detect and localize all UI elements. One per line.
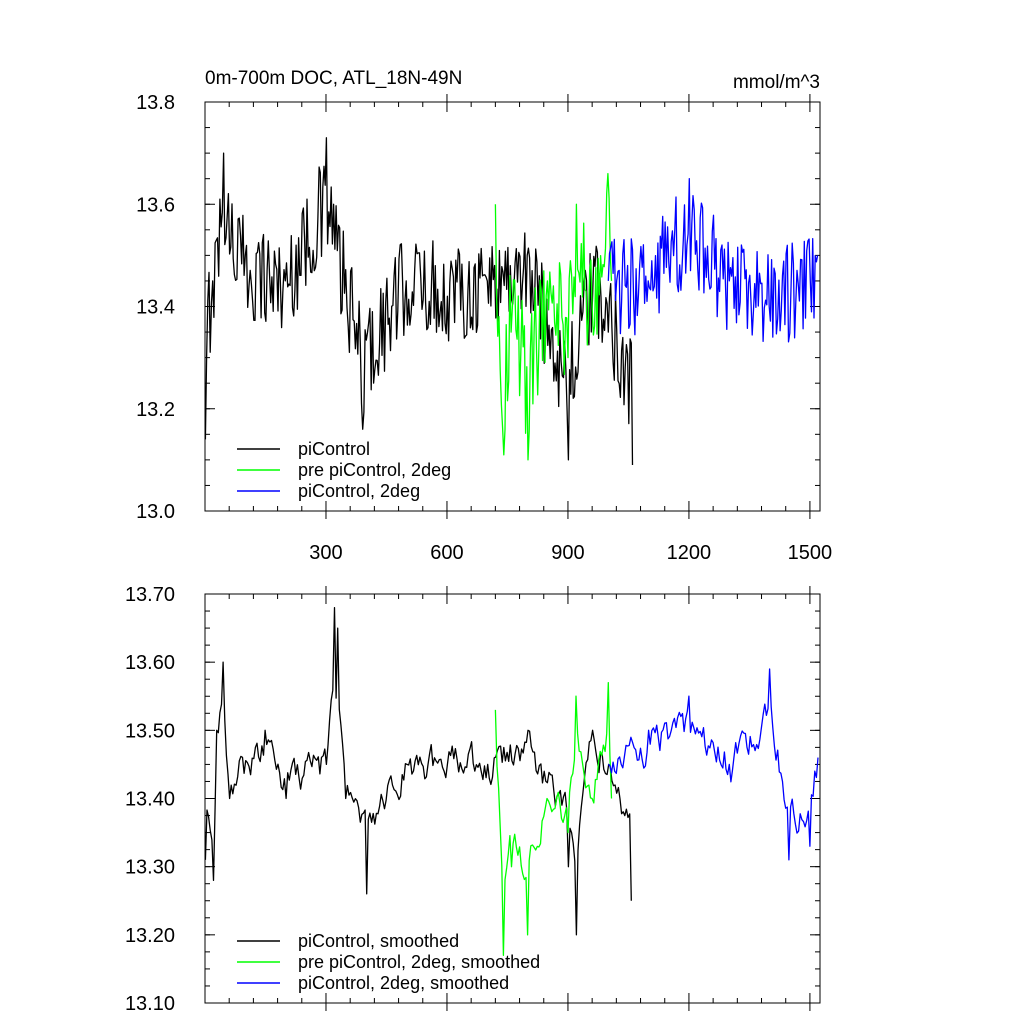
y-tick-label: 13.4 [136,297,175,319]
y-tick-label: 13.70 [125,584,175,606]
y-tick-label: 13.10 [125,993,175,1015]
y-tick-label: 13.50 [125,720,175,742]
legend-label: pre piControl, 2deg [298,460,451,480]
series-line-picontrol [205,137,634,466]
series-line-picontrol-2deg [607,178,819,343]
x-tick-label: 300 [309,542,342,564]
top-series-group [205,137,819,466]
bottom-series-group [205,606,819,956]
x-tick-label: 1200 [667,542,712,564]
top-panel: 0m-700m DOC, ATL_18N-49N mmol/m^3 300 600… [136,68,832,564]
x-tick-label: 1500 [788,542,833,564]
y-tick-label: 13.2 [136,399,175,421]
y-tick-label: 13.40 [125,789,175,811]
bottom-axis-ticks: 13.10 13.20 13.30 13.40 13.50 13.60 13.70 [125,584,820,1015]
y-tick-label: 13.6 [136,194,175,216]
legend-label: piControl [298,439,370,459]
y-tick-label: 13.20 [125,925,175,947]
series-line-picontrol-smoothed [205,606,632,936]
y-tick-label: 13.30 [125,857,175,879]
top-chart-title: 0m-700m DOC, ATL_18N-49N [205,68,462,89]
legend-label: piControl, smoothed [298,931,459,951]
legend-label: piControl, 2deg [298,481,420,501]
series-line-pre-picontrol-2deg [494,172,613,461]
x-tick-label: 600 [430,542,463,564]
y-tick-label: 13.8 [136,92,175,114]
series-line-pre-picontrol-2deg-smoothed [494,681,613,956]
top-axis-ticks: 300 600 900 1200 1500 13.0 13.2 13.4 13.6 13.8 [136,92,832,564]
bottom-panel: 13.10 13.20 13.30 13.40 13.50 13.60 13.70 piCo… [125,584,821,1015]
series-line-picontrol-2deg-smoothed [607,668,819,861]
x-tick-label: 900 [551,542,584,564]
legend-label: piControl, 2deg, smoothed [298,973,509,993]
y-tick-label: 13.0 [136,501,175,523]
legend-label: pre piControl, 2deg, smoothed [298,952,540,972]
y-tick-label: 13.60 [125,652,175,674]
top-chart-units: mmol/m^3 [733,72,820,93]
